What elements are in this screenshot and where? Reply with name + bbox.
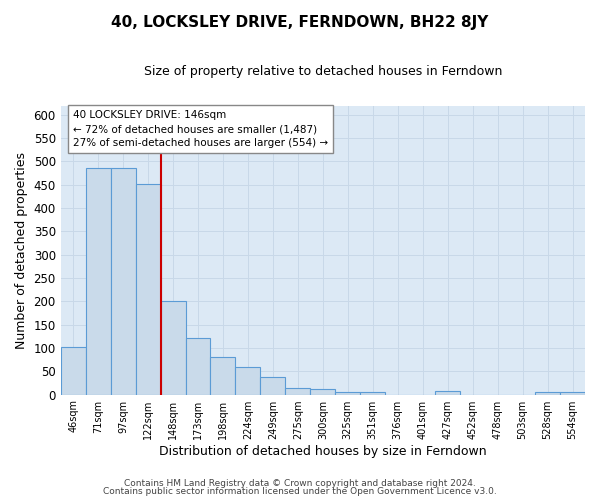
Bar — [86, 168, 110, 394]
Bar — [335, 392, 360, 394]
Bar — [260, 378, 286, 394]
Y-axis label: Number of detached properties: Number of detached properties — [15, 152, 28, 348]
Bar — [211, 357, 235, 395]
Text: Contains public sector information licensed under the Open Government Licence v3: Contains public sector information licen… — [103, 487, 497, 496]
Text: 40, LOCKSLEY DRIVE, FERNDOWN, BH22 8JY: 40, LOCKSLEY DRIVE, FERNDOWN, BH22 8JY — [112, 15, 488, 30]
Bar — [286, 388, 310, 394]
Bar — [161, 302, 185, 394]
Bar — [435, 391, 460, 394]
Text: 40 LOCKSLEY DRIVE: 146sqm
← 72% of detached houses are smaller (1,487)
27% of se: 40 LOCKSLEY DRIVE: 146sqm ← 72% of detac… — [73, 110, 328, 148]
Text: Contains HM Land Registry data © Crown copyright and database right 2024.: Contains HM Land Registry data © Crown c… — [124, 478, 476, 488]
Bar — [235, 367, 260, 394]
Bar — [61, 346, 86, 395]
Bar — [185, 338, 211, 394]
Bar — [136, 184, 161, 394]
Bar — [560, 392, 585, 394]
Bar — [310, 389, 335, 394]
Bar — [360, 392, 385, 394]
Bar — [110, 168, 136, 394]
Title: Size of property relative to detached houses in Ferndown: Size of property relative to detached ho… — [143, 65, 502, 78]
X-axis label: Distribution of detached houses by size in Ferndown: Distribution of detached houses by size … — [159, 444, 487, 458]
Bar — [535, 392, 560, 394]
